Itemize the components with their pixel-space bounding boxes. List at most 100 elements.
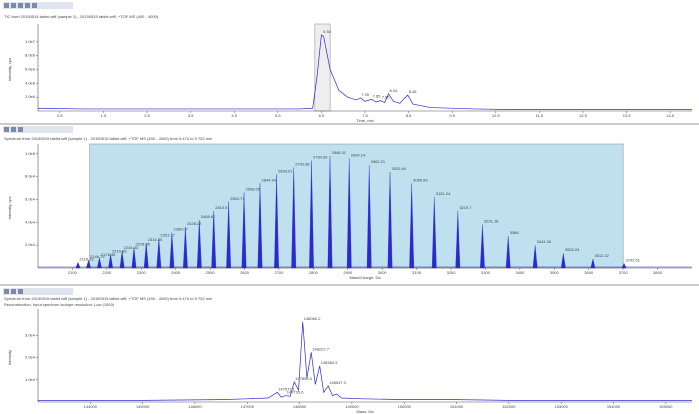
peak [309,160,314,269]
peak-label: 2389.07 [173,227,188,232]
peak [366,165,372,269]
selection-range [89,143,624,269]
peak [257,183,263,269]
peak-label: 7.65 [373,93,382,98]
y-tick-label: 4.0e4 [25,219,36,224]
peak-label: 6.52 [323,29,332,34]
x-tick-label: 2.5 [144,113,150,118]
tool-icon[interactable] [18,289,23,294]
peak [532,245,538,269]
peak-label: 3085.59 [413,177,428,182]
toolbar[interactable] [3,2,73,9]
x-tick-label: 145000 [136,404,150,409]
toolbars [3,2,73,295]
peak-label: 3291.18 [484,219,499,224]
x-tick-label: 149000 [345,404,359,409]
peak-label: 8.04 [390,88,399,93]
x-tick-label: 3700 [619,270,629,275]
tool-icon[interactable] [4,3,9,8]
peak-label: 148384.9 [321,360,338,365]
y-tick-label: 3.0e4 [25,332,36,337]
peak [211,210,217,269]
x-tick-label: 8.5 [406,113,412,118]
peak-label: 3612.22 [594,253,609,258]
x-tick-label: 13.5 [623,113,632,118]
peak-label: 3366 [510,230,520,235]
y-tick-label: 8.0e4 [25,174,36,179]
tool-icon[interactable] [25,3,30,8]
x-tick-label: 2200 [102,270,112,275]
peak-label: 3151.24 [436,191,451,196]
peak [621,263,627,269]
x-tick-label: 14.5 [666,113,675,118]
peak [455,210,461,269]
x-tick-label: 2400 [171,270,181,275]
tool-icon[interactable] [11,127,16,132]
x-axis-label: Time, min [356,118,373,123]
x-axis-label: Mass, Da [357,409,375,414]
peak [431,197,437,269]
x-tick-label: 3600 [584,270,594,275]
x-tick-label: 148000 [293,404,307,409]
x-tick-label: 7.5 [362,113,368,118]
x-tick-label: 3100 [412,270,422,275]
x-tick-label: 150000 [398,404,412,409]
y-tick-label: 2.0e4 [25,242,36,247]
peak-label: 2794.59 [313,155,328,160]
peak-label: 3702.51 [626,257,641,262]
peak-label: 2468.67 [201,214,216,219]
toolbar[interactable] [3,288,73,295]
peak-label: 2962.21 [371,159,386,164]
tool-icon[interactable] [32,3,37,8]
peak-label: 2351.17 [160,232,175,237]
peak-label: 8.48 [409,89,418,94]
peak-label: 2693.01 [278,168,293,173]
x-tick-label: 2100 [68,270,78,275]
x-tick-label: 2600 [240,270,250,275]
tool-icon[interactable] [4,289,9,294]
x-axis-label: Mass/Charge, Da [349,275,381,280]
x-tick-label: 146000 [188,404,202,409]
peak-label: 2904.14 [351,152,366,157]
y-tick-label: 8.0e6 [25,53,36,58]
x-tick-label: 153000 [555,404,569,409]
tool-icon[interactable] [11,3,16,8]
peak [409,183,415,269]
peak-label: 3444.26 [537,239,552,244]
peak-label: 2146.79 [90,254,105,259]
x-tick-label: 0.5 [57,113,63,118]
peak-label: 2210.86 [112,248,127,253]
x-tick-label: 155000 [659,404,673,409]
y-tick-label: 6.0e4 [25,196,36,201]
x-tick-label: 3200 [447,270,457,275]
peak-label: 3219.7 [459,205,472,210]
y-axis-label: Intensity [7,350,12,365]
x-tick-label: 2800 [309,270,319,275]
peak [183,226,188,269]
x-tick-label: 10.5 [492,113,501,118]
peak [480,224,485,269]
tool-icon[interactable] [11,289,16,294]
tool-icon[interactable] [18,127,23,132]
peak-label: 7.86 [382,95,391,100]
y-tick-label: 2.0e6 [25,94,36,99]
peak-label: 147898.4 [295,376,312,381]
peak [108,254,113,269]
peak-label: 2598.55 [246,187,261,192]
x-tick-label: 2900 [343,270,353,275]
peak-label: 2178.36 [101,252,116,257]
peak [560,253,566,269]
peak [131,247,137,269]
tool-icon[interactable] [18,3,23,8]
selection-range [314,23,331,112]
peak-label: 147572.1 [278,386,295,391]
y-tick-label: 1.0e5 [25,151,36,156]
y-tick-label: 1.0e4 [25,377,36,382]
tool-icon[interactable] [4,127,9,132]
peak [143,242,149,269]
toolbar[interactable] [3,126,73,133]
peak-label: 2553.77 [230,196,245,201]
x-tick-label: 2700 [274,270,284,275]
